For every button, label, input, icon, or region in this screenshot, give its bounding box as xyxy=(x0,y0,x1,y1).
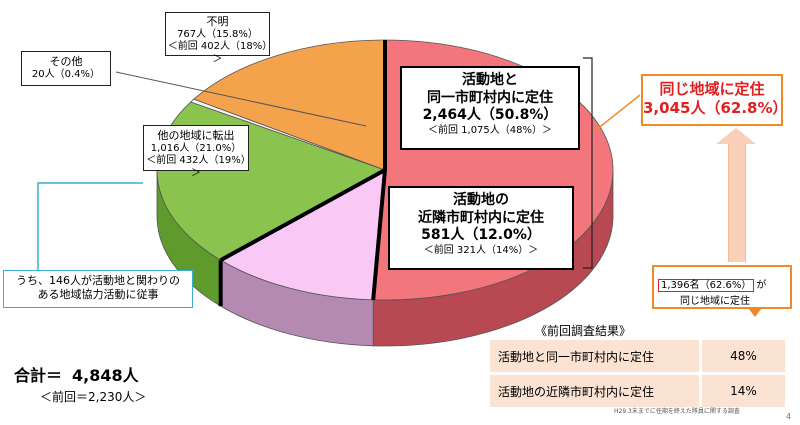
total-label: 合計＝ xyxy=(14,366,63,385)
callout-pointer xyxy=(748,308,762,317)
table-cell-value: 48% xyxy=(699,340,785,375)
member-note-callout: 1,396名（62.6%）が 同じ地域に定住 xyxy=(652,265,792,309)
cooperation-note-line2: ある地域協力活動に従事 xyxy=(37,287,159,301)
label-unknown-title: 不明 xyxy=(206,15,229,28)
label-unknown: 不明 767人（15.8%） ＜前回 402人（18%）＞ xyxy=(165,12,270,65)
arrow-shaft xyxy=(728,144,746,262)
divider-right xyxy=(371,169,387,301)
table-cell-label: 活動地の近隣市町村内に定住 xyxy=(490,373,701,410)
label-other-region-value: 1,016人（21.0%） xyxy=(150,142,242,154)
same-region-value: 3,045人（62.8%） xyxy=(643,98,788,117)
cooperation-note: うち、146人が活動地と関わりの ある地域協力活動に従事 xyxy=(3,270,193,308)
pie-slice-neighbor xyxy=(219,169,386,301)
table-row: 活動地の近隣市町村内に定住 14% xyxy=(490,373,785,410)
label-neighbor-line1: 活動地の xyxy=(453,192,509,208)
label-neighbor-line2: 近隣市町村内に定住 xyxy=(418,209,544,226)
pie-slice-unknown xyxy=(193,39,386,171)
label-same: 活動地と 同一市町村内に定住 2,464人（50.8%） ＜前回 1,075人（… xyxy=(400,66,580,150)
label-other-region-title: 他の地域に転出 xyxy=(157,129,235,142)
label-other-title: その他 xyxy=(49,55,83,68)
label-other-region-prev: ＜前回 432人（19%）＞ xyxy=(146,155,246,179)
member-note-line2: 同じ地域に定住 xyxy=(680,296,750,307)
label-other-value: 20人（0.4%） xyxy=(31,68,101,80)
same-region-box: 同じ地域に定住 3,045人（62.8%） xyxy=(641,74,788,126)
label-unknown-value: 767人（15.8%） xyxy=(177,28,258,40)
member-note-suffix: が xyxy=(756,280,767,291)
previous-results-title: 《前回調査結果》 xyxy=(535,324,632,338)
right-bracket xyxy=(583,57,593,269)
connector-lines xyxy=(37,71,641,270)
member-note-count: 1,396名（62.6%） xyxy=(658,279,755,292)
previous-results-table: 活動地と同一市町村内に定住 48% 活動地の近隣市町村内に定住 14% xyxy=(490,340,785,410)
label-unknown-prev: ＜前回 402人（18%）＞ xyxy=(167,41,268,65)
pie-dividers xyxy=(218,40,387,307)
label-neighbor-value: 581人（12.0%） xyxy=(421,227,541,243)
table-row: 活動地と同一市町村内に定住 48% xyxy=(490,340,785,375)
table-cell-label: 活動地と同一市町村内に定住 xyxy=(490,340,701,375)
label-same-prev: ＜前回 1,075人（48%）＞ xyxy=(427,124,553,136)
label-same-line2: 同一市町村内に定住 xyxy=(427,89,553,106)
cooperation-note-line1: うち、146人が活動地と関わりの xyxy=(16,274,180,287)
total-value: 4,848人 xyxy=(72,366,139,385)
table-cell-value: 14% xyxy=(699,373,785,410)
arrow-up-icon xyxy=(716,128,756,144)
source-note: H29.3末までに任期を終えた隊員に関する調査 xyxy=(614,408,740,415)
same-region-title: 同じ地域に定住 xyxy=(659,80,765,98)
label-same-line1: 活動地と xyxy=(462,72,518,88)
page-number: 4 xyxy=(786,412,792,421)
total-prev: ＜前回＝2,230人＞ xyxy=(40,390,147,404)
label-same-value: 2,464人（50.8%） xyxy=(422,107,558,123)
label-other: その他 20人（0.4%） xyxy=(21,51,111,86)
label-neighbor-prev: ＜前回 321人（14%）＞ xyxy=(423,244,539,256)
label-other-region: 他の地域に転出 1,016人（21.0%） ＜前回 432人（19%）＞ xyxy=(143,125,249,179)
total-block: 合計＝ 4,848人 ＜前回＝2,230人＞ xyxy=(14,362,146,405)
divider-bottom xyxy=(219,168,386,262)
label-neighbor: 活動地の 近隣市町村内に定住 581人（12.0%） ＜前回 321人（14%）… xyxy=(388,186,574,270)
